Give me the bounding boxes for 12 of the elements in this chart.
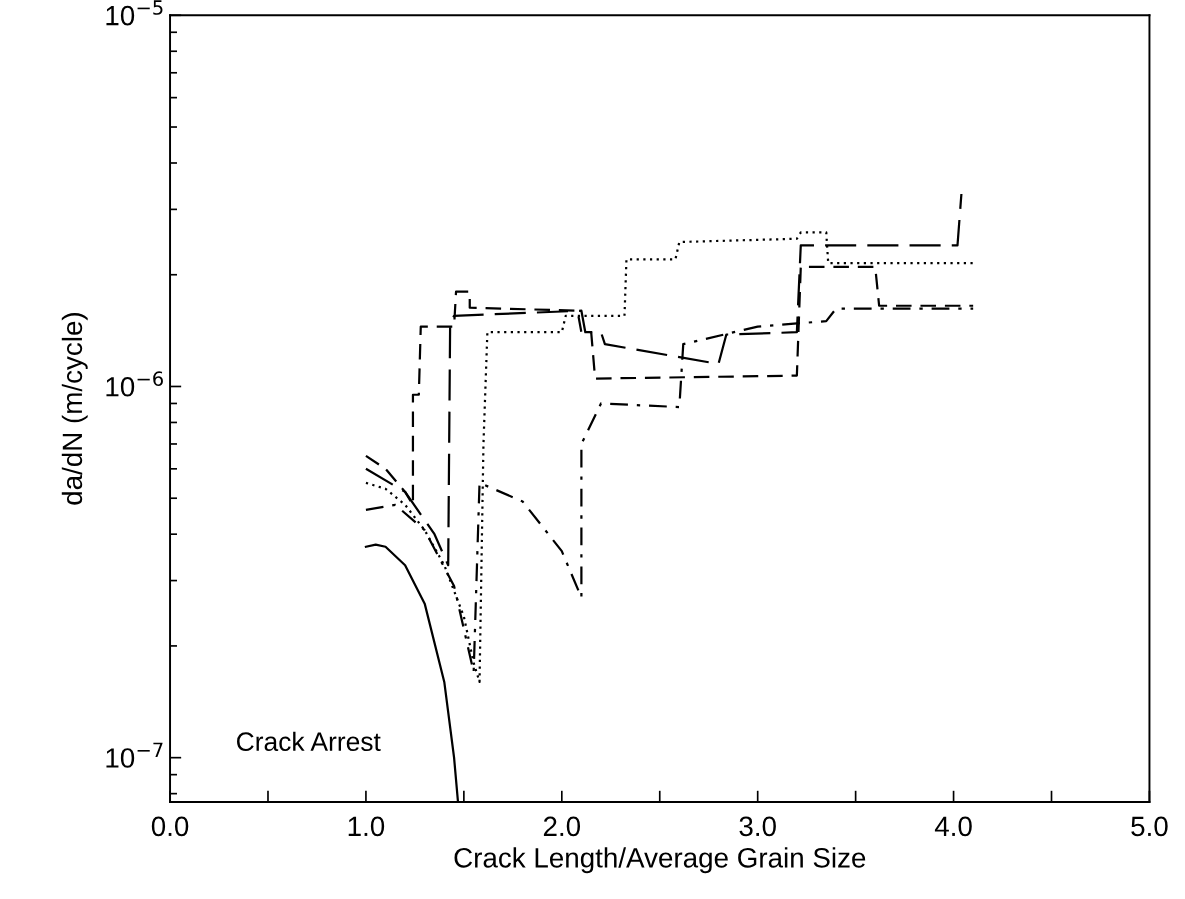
x-tick-label: 3.0 <box>739 816 776 837</box>
annotation: Crack Arrest <box>237 731 381 752</box>
x-axis-title: Crack Length/Average Grain Size <box>454 847 866 874</box>
x-tick-label: 2.0 <box>543 816 581 837</box>
y-tick-label: 10$^{−7}$ <box>106 742 163 768</box>
x-tick-label: 1.0 <box>348 816 385 837</box>
y-tick-label: 10$^{−6}$ <box>106 371 163 397</box>
x-tick-label: 4.0 <box>934 816 972 837</box>
x-tick-label: 5.0 <box>1131 816 1168 837</box>
y-axis-title: da/dN (m/cycle) <box>61 313 88 505</box>
x-tick-label: 0.0 <box>151 816 189 837</box>
y-tick-label: 10$^{−5}$ <box>106 0 163 26</box>
